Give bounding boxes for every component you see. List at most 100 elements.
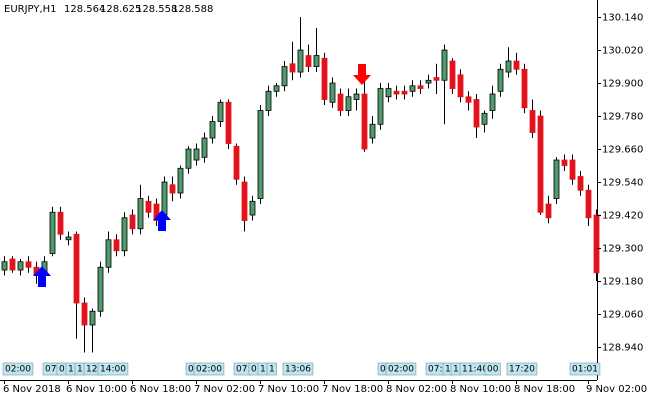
candle-body xyxy=(417,85,424,89)
candle-body xyxy=(377,88,384,125)
session-box xyxy=(2,362,34,376)
candle-body xyxy=(209,121,216,139)
candle-body xyxy=(465,96,472,103)
candle-body xyxy=(201,137,208,158)
candle-body xyxy=(177,167,184,194)
candle-body xyxy=(337,93,344,111)
candle-body xyxy=(289,63,296,73)
session-label: 1 xyxy=(269,365,275,375)
candle-body xyxy=(305,55,312,67)
candle-body xyxy=(577,176,584,191)
y-tick-label: 129.300 xyxy=(602,244,643,255)
session-label: 0 xyxy=(380,365,386,375)
candle-body xyxy=(385,88,392,98)
candle-body xyxy=(257,110,264,199)
candle-body xyxy=(65,236,72,241)
candle-body xyxy=(321,57,328,100)
session-label: 00 xyxy=(487,365,499,375)
candle-body xyxy=(273,85,280,92)
y-tick-label: 129.900 xyxy=(602,79,643,90)
x-tick-label: 6 Nov 2018 xyxy=(3,384,61,395)
candle-body xyxy=(497,68,504,92)
candle-body xyxy=(329,82,336,103)
candle-body xyxy=(265,90,272,111)
session-label: 07: xyxy=(45,365,59,375)
session-label: 0 xyxy=(59,365,65,375)
candle-body xyxy=(193,148,200,161)
sell-signal-arrow xyxy=(353,64,371,85)
candle-body xyxy=(569,159,576,180)
candle-body xyxy=(105,239,112,268)
candle-body xyxy=(505,60,512,73)
session-label: 07: xyxy=(236,365,250,375)
session-label: 12: xyxy=(86,365,100,375)
x-tick-label: 6 Nov 18:00 xyxy=(130,384,191,395)
candle-body xyxy=(481,112,488,125)
x-tick-label: 6 Nov 10:00 xyxy=(66,384,127,395)
x-tick-label: 8 Nov 10:00 xyxy=(450,384,511,395)
session-label: 0 xyxy=(251,365,257,375)
candle-body xyxy=(137,198,144,230)
x-tick-label: 7 Nov 18:00 xyxy=(322,384,383,395)
candle-body xyxy=(529,110,536,133)
symbol: EURJPY,H1 xyxy=(4,4,57,15)
session-label: 1 xyxy=(453,365,459,375)
candle-body xyxy=(73,233,80,304)
y-tick-label: 129.060 xyxy=(602,310,643,321)
candle-body xyxy=(313,55,320,67)
candle-body xyxy=(169,184,176,194)
candle-body xyxy=(361,93,368,150)
session-box xyxy=(97,362,129,376)
candle-body xyxy=(17,261,24,271)
y-tick-label: 130.140 xyxy=(602,13,643,24)
candle-body xyxy=(129,214,136,230)
candle-body xyxy=(225,101,232,144)
candle-body xyxy=(185,148,192,169)
candle-body xyxy=(281,66,288,87)
header-value: 128.588 xyxy=(172,4,213,15)
buy-signal-arrow xyxy=(33,266,51,287)
session-label: 17:20 xyxy=(509,365,535,375)
y-tick-label: 130.020 xyxy=(602,46,643,57)
x-tick-label: 7 Nov 02:00 xyxy=(194,384,255,395)
candle-body xyxy=(585,189,592,219)
y-tick-label: 129.540 xyxy=(602,178,643,189)
candle-body xyxy=(369,123,376,139)
candle-body xyxy=(233,145,240,180)
session-label: 02:00 xyxy=(5,365,31,375)
session-box xyxy=(506,362,538,376)
session-box xyxy=(193,362,225,376)
candle-body xyxy=(457,74,464,98)
candle-body xyxy=(353,93,360,100)
candle-body xyxy=(145,200,152,213)
candle-body xyxy=(473,99,480,128)
buy-signal-arrow xyxy=(153,210,171,231)
candle-body xyxy=(537,115,544,213)
y-tick-label: 129.420 xyxy=(602,211,643,222)
session-label: 1 xyxy=(260,365,266,375)
x-tick-label: 7 Nov 10:00 xyxy=(258,384,319,395)
candle-body xyxy=(89,310,96,326)
candle-body xyxy=(161,181,168,216)
candle-body xyxy=(553,159,560,199)
candle-body xyxy=(593,214,600,274)
plot xyxy=(1,17,600,353)
y-tick-label: 128.940 xyxy=(602,343,643,354)
session-label: 01:01 xyxy=(572,365,598,375)
header-value: 128.558 xyxy=(136,4,177,15)
y-tick-label: 129.660 xyxy=(602,145,643,156)
candle-body xyxy=(153,203,160,221)
session-label: 1 xyxy=(445,365,451,375)
header-value: 128.564 xyxy=(64,4,105,15)
session-label: 13:06 xyxy=(285,365,311,375)
x-tick-label: 8 Nov 02:00 xyxy=(386,384,447,395)
candle-body xyxy=(57,211,64,235)
candle-body xyxy=(345,96,352,111)
candle-body xyxy=(561,159,568,166)
candle-body xyxy=(521,68,528,109)
header-value: 128.625 xyxy=(100,4,141,15)
session-label: 11:40 xyxy=(462,365,488,375)
session-label: 1 xyxy=(77,365,83,375)
session-label: 0 xyxy=(188,365,194,375)
